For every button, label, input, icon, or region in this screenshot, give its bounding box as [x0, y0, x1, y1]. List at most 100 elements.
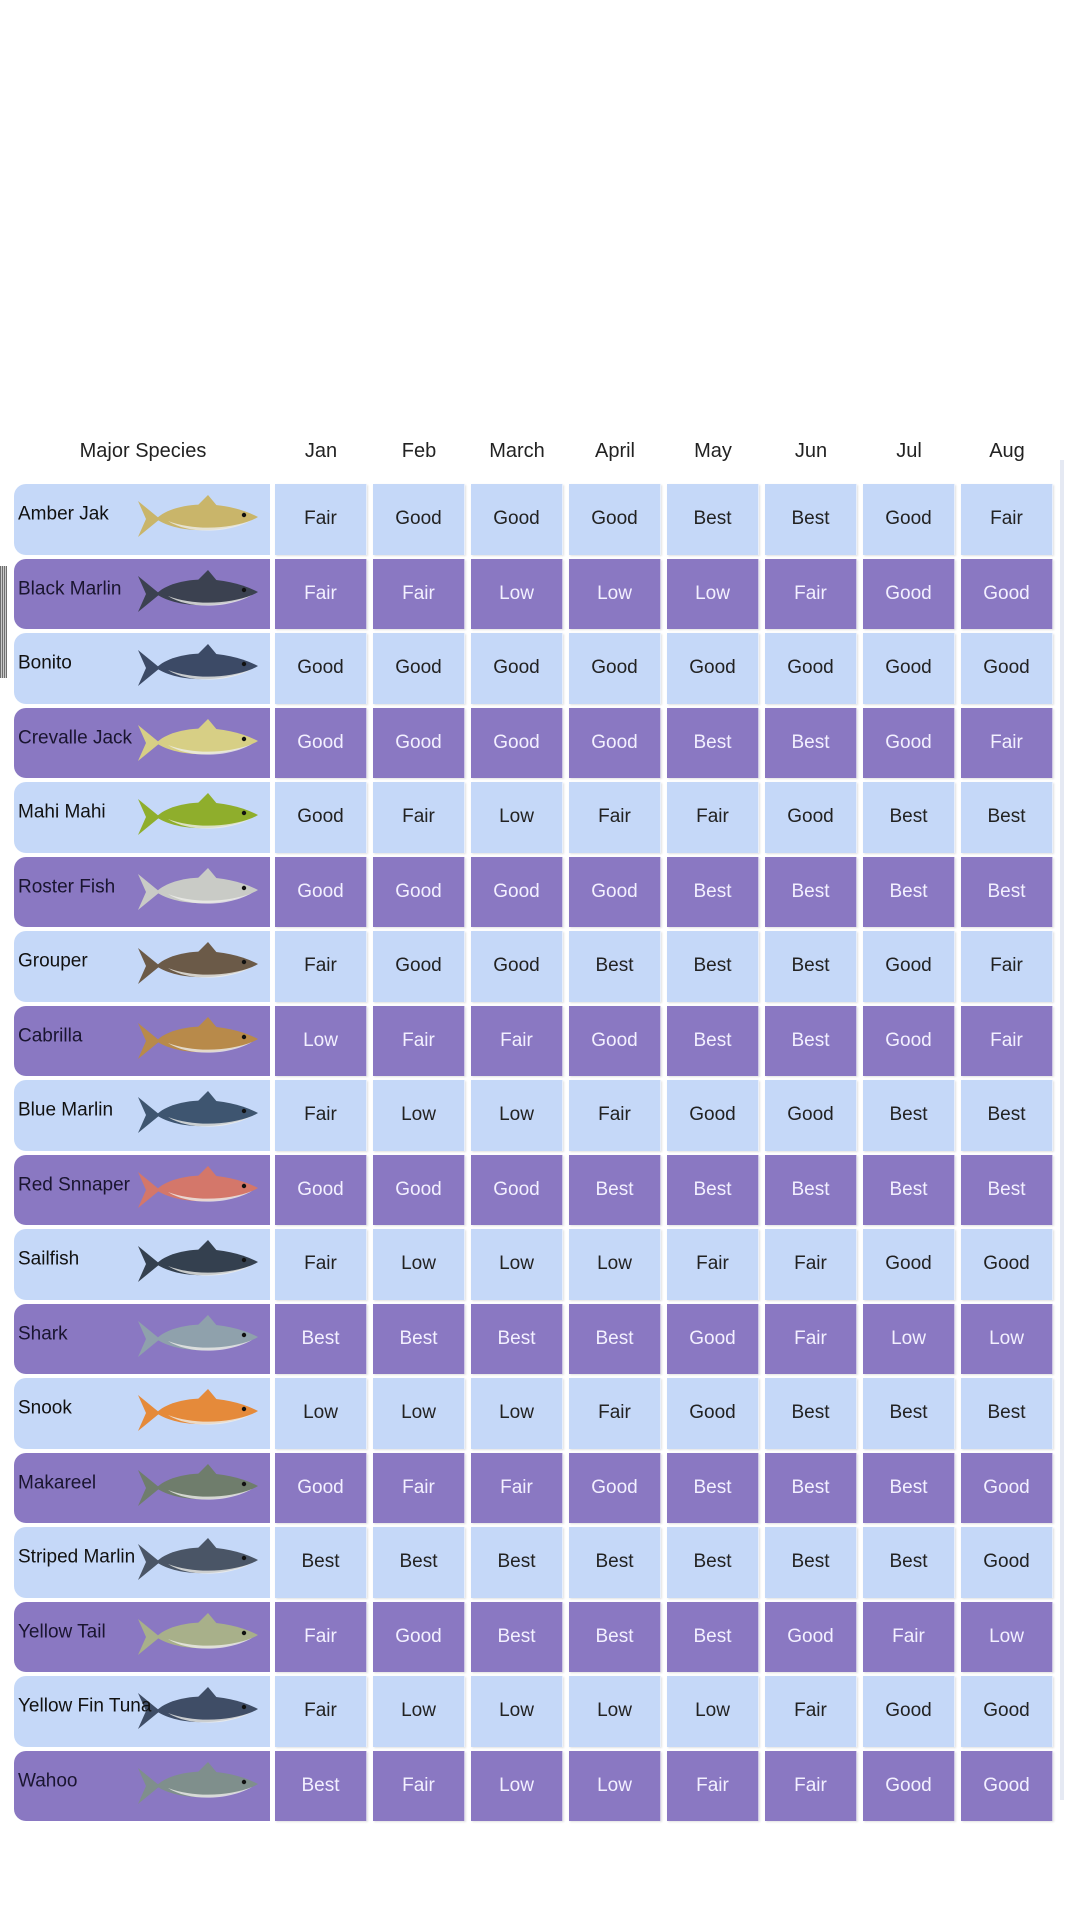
- rating-cell: Good: [863, 931, 955, 1002]
- rating-cell: Good: [275, 856, 367, 927]
- rating-cell: Low: [961, 1303, 1053, 1374]
- rating-cell: Best: [863, 1378, 955, 1449]
- species-name: Striped Marlin: [18, 1546, 136, 1568]
- rating-cell: Best: [667, 484, 759, 555]
- cabrilla-fish-icon: [138, 1016, 258, 1059]
- rating-cell: Good: [569, 707, 661, 778]
- rating-cell: Best: [275, 1527, 367, 1598]
- rating-cell: Fair: [471, 1005, 563, 1076]
- rating-cell: Fair: [373, 558, 465, 629]
- rating-cell: Good: [863, 1676, 955, 1747]
- rating-cell: Fair: [765, 1750, 857, 1821]
- month-header-jun: Jun: [794, 439, 828, 462]
- rating-cell: Fair: [569, 1378, 661, 1449]
- table-row: Cabrilla Low Fair Fair Good Best Best Good Fair: [14, 1004, 1064, 1079]
- rating-cell: Fair: [667, 782, 759, 853]
- species-column-header: Major Species: [79, 439, 207, 462]
- rating-cell: Good: [765, 1080, 857, 1151]
- rating-cell: Good: [373, 856, 465, 927]
- rating-cell: Good: [471, 707, 563, 778]
- rating-cell: Best: [667, 856, 759, 927]
- species-name: Crevalle Jack: [18, 727, 133, 749]
- shark-fish-icon: [138, 1314, 258, 1357]
- rating-cell: Best: [863, 1527, 955, 1598]
- rating-cell: Best: [863, 856, 955, 927]
- species-cell: Shark: [14, 1303, 270, 1374]
- species-name: Bonito: [18, 652, 72, 674]
- rating-cell: Best: [961, 856, 1053, 927]
- yellowtail-fish-icon: [138, 1612, 258, 1655]
- rating-cell: Fair: [471, 1452, 563, 1523]
- rating-cell: Fair: [961, 484, 1053, 555]
- rating-cell: Low: [569, 1750, 661, 1821]
- species-name: Roster Fish: [18, 876, 116, 898]
- rating-cell: Low: [863, 1303, 955, 1374]
- rating-cell: Good: [863, 558, 955, 629]
- rating-cell: Best: [765, 931, 857, 1002]
- rating-cell: Good: [569, 1005, 661, 1076]
- rating-cell: Good: [373, 633, 465, 704]
- species-name: Sailfish: [18, 1248, 80, 1270]
- species-cell: Roster Fish: [14, 856, 270, 927]
- species-cell: Sailfish: [14, 1229, 270, 1300]
- rating-cell: Good: [471, 633, 563, 704]
- month-header-jul: Jul: [896, 439, 922, 462]
- rating-cell: Best: [961, 782, 1053, 853]
- red-snapper-fish-icon: [138, 1165, 258, 1208]
- rating-cell: Low: [471, 1080, 563, 1151]
- species-cell: Black Marlin: [14, 558, 270, 629]
- species-cell: Striped Marlin: [14, 1527, 270, 1598]
- rating-cell: Good: [373, 707, 465, 778]
- table-row: Yellow Fin Tuna Fair Low Low Low Low Fair Good G…: [14, 1674, 1064, 1749]
- blue-marlin-fish-icon: [138, 1091, 258, 1134]
- rating-cell: Best: [275, 1303, 367, 1374]
- rating-cell: Best: [569, 1303, 661, 1374]
- table-row: Makareel Good Fair Fair Good Best Best Best Good: [14, 1451, 1064, 1526]
- rating-cell: Fair: [667, 1750, 759, 1821]
- rating-cell: Best: [569, 931, 661, 1002]
- species-cell: Wahoo: [14, 1750, 270, 1821]
- rating-cell: Good: [667, 633, 759, 704]
- rating-cell: Fair: [765, 558, 857, 629]
- crevalle-jack-fish-icon: [138, 718, 258, 761]
- rating-cell: Good: [863, 633, 955, 704]
- rating-cell: Fair: [569, 1080, 661, 1151]
- rating-cell: Best: [765, 1005, 857, 1076]
- rating-cell: Low: [373, 1080, 465, 1151]
- rating-cell: Good: [275, 707, 367, 778]
- rating-cell: Fair: [373, 1750, 465, 1821]
- grouper-fish-icon: [138, 942, 258, 985]
- rating-cell: Best: [373, 1527, 465, 1598]
- rating-cell: Best: [569, 1154, 661, 1225]
- black-marlin-fish-icon: [138, 569, 258, 612]
- rating-cell: Good: [471, 931, 563, 1002]
- species-name: Wahoo: [18, 1770, 78, 1792]
- rating-cell: Low: [373, 1378, 465, 1449]
- rating-cell: Good: [863, 1750, 955, 1821]
- rating-cell: Good: [569, 856, 661, 927]
- rating-cell: Low: [569, 558, 661, 629]
- table-row: Yellow Tail Fair Good Best Best Best Good Fair L…: [14, 1600, 1064, 1675]
- table-row: Crevalle Jack Good Good Good Good Best Best Goo…: [14, 706, 1064, 781]
- rating-cell: Good: [569, 633, 661, 704]
- species-name: Cabrilla: [18, 1025, 83, 1047]
- mahi-mahi-fish-icon: [138, 793, 258, 836]
- rating-cell: Best: [667, 1452, 759, 1523]
- rating-cell: Fair: [275, 1229, 367, 1300]
- rating-cell: Good: [961, 558, 1053, 629]
- rating-cell: Best: [961, 1378, 1053, 1449]
- species-name: Yellow Tail: [18, 1621, 106, 1643]
- striped-marlin-fish-icon: [138, 1538, 258, 1581]
- rating-cell: Low: [569, 1229, 661, 1300]
- rating-cell: Good: [275, 633, 367, 704]
- species-cell: Crevalle Jack: [14, 707, 270, 778]
- rating-cell: Good: [863, 1005, 955, 1076]
- rating-cell: Good: [569, 1452, 661, 1523]
- rating-cell: Low: [373, 1229, 465, 1300]
- species-cell: Amber Jak: [14, 484, 270, 555]
- table-row: Sailfish Fair Low Low Low Fair Fair Good Good: [14, 1227, 1064, 1302]
- table-row: Bonito Good Good Good Good Good Good Good Good: [14, 631, 1064, 706]
- species-cell: Yellow Fin Tuna: [14, 1676, 270, 1747]
- rating-cell: Best: [471, 1601, 563, 1672]
- table-header: Major Species Jan Feb March April May Ju…: [14, 420, 1064, 482]
